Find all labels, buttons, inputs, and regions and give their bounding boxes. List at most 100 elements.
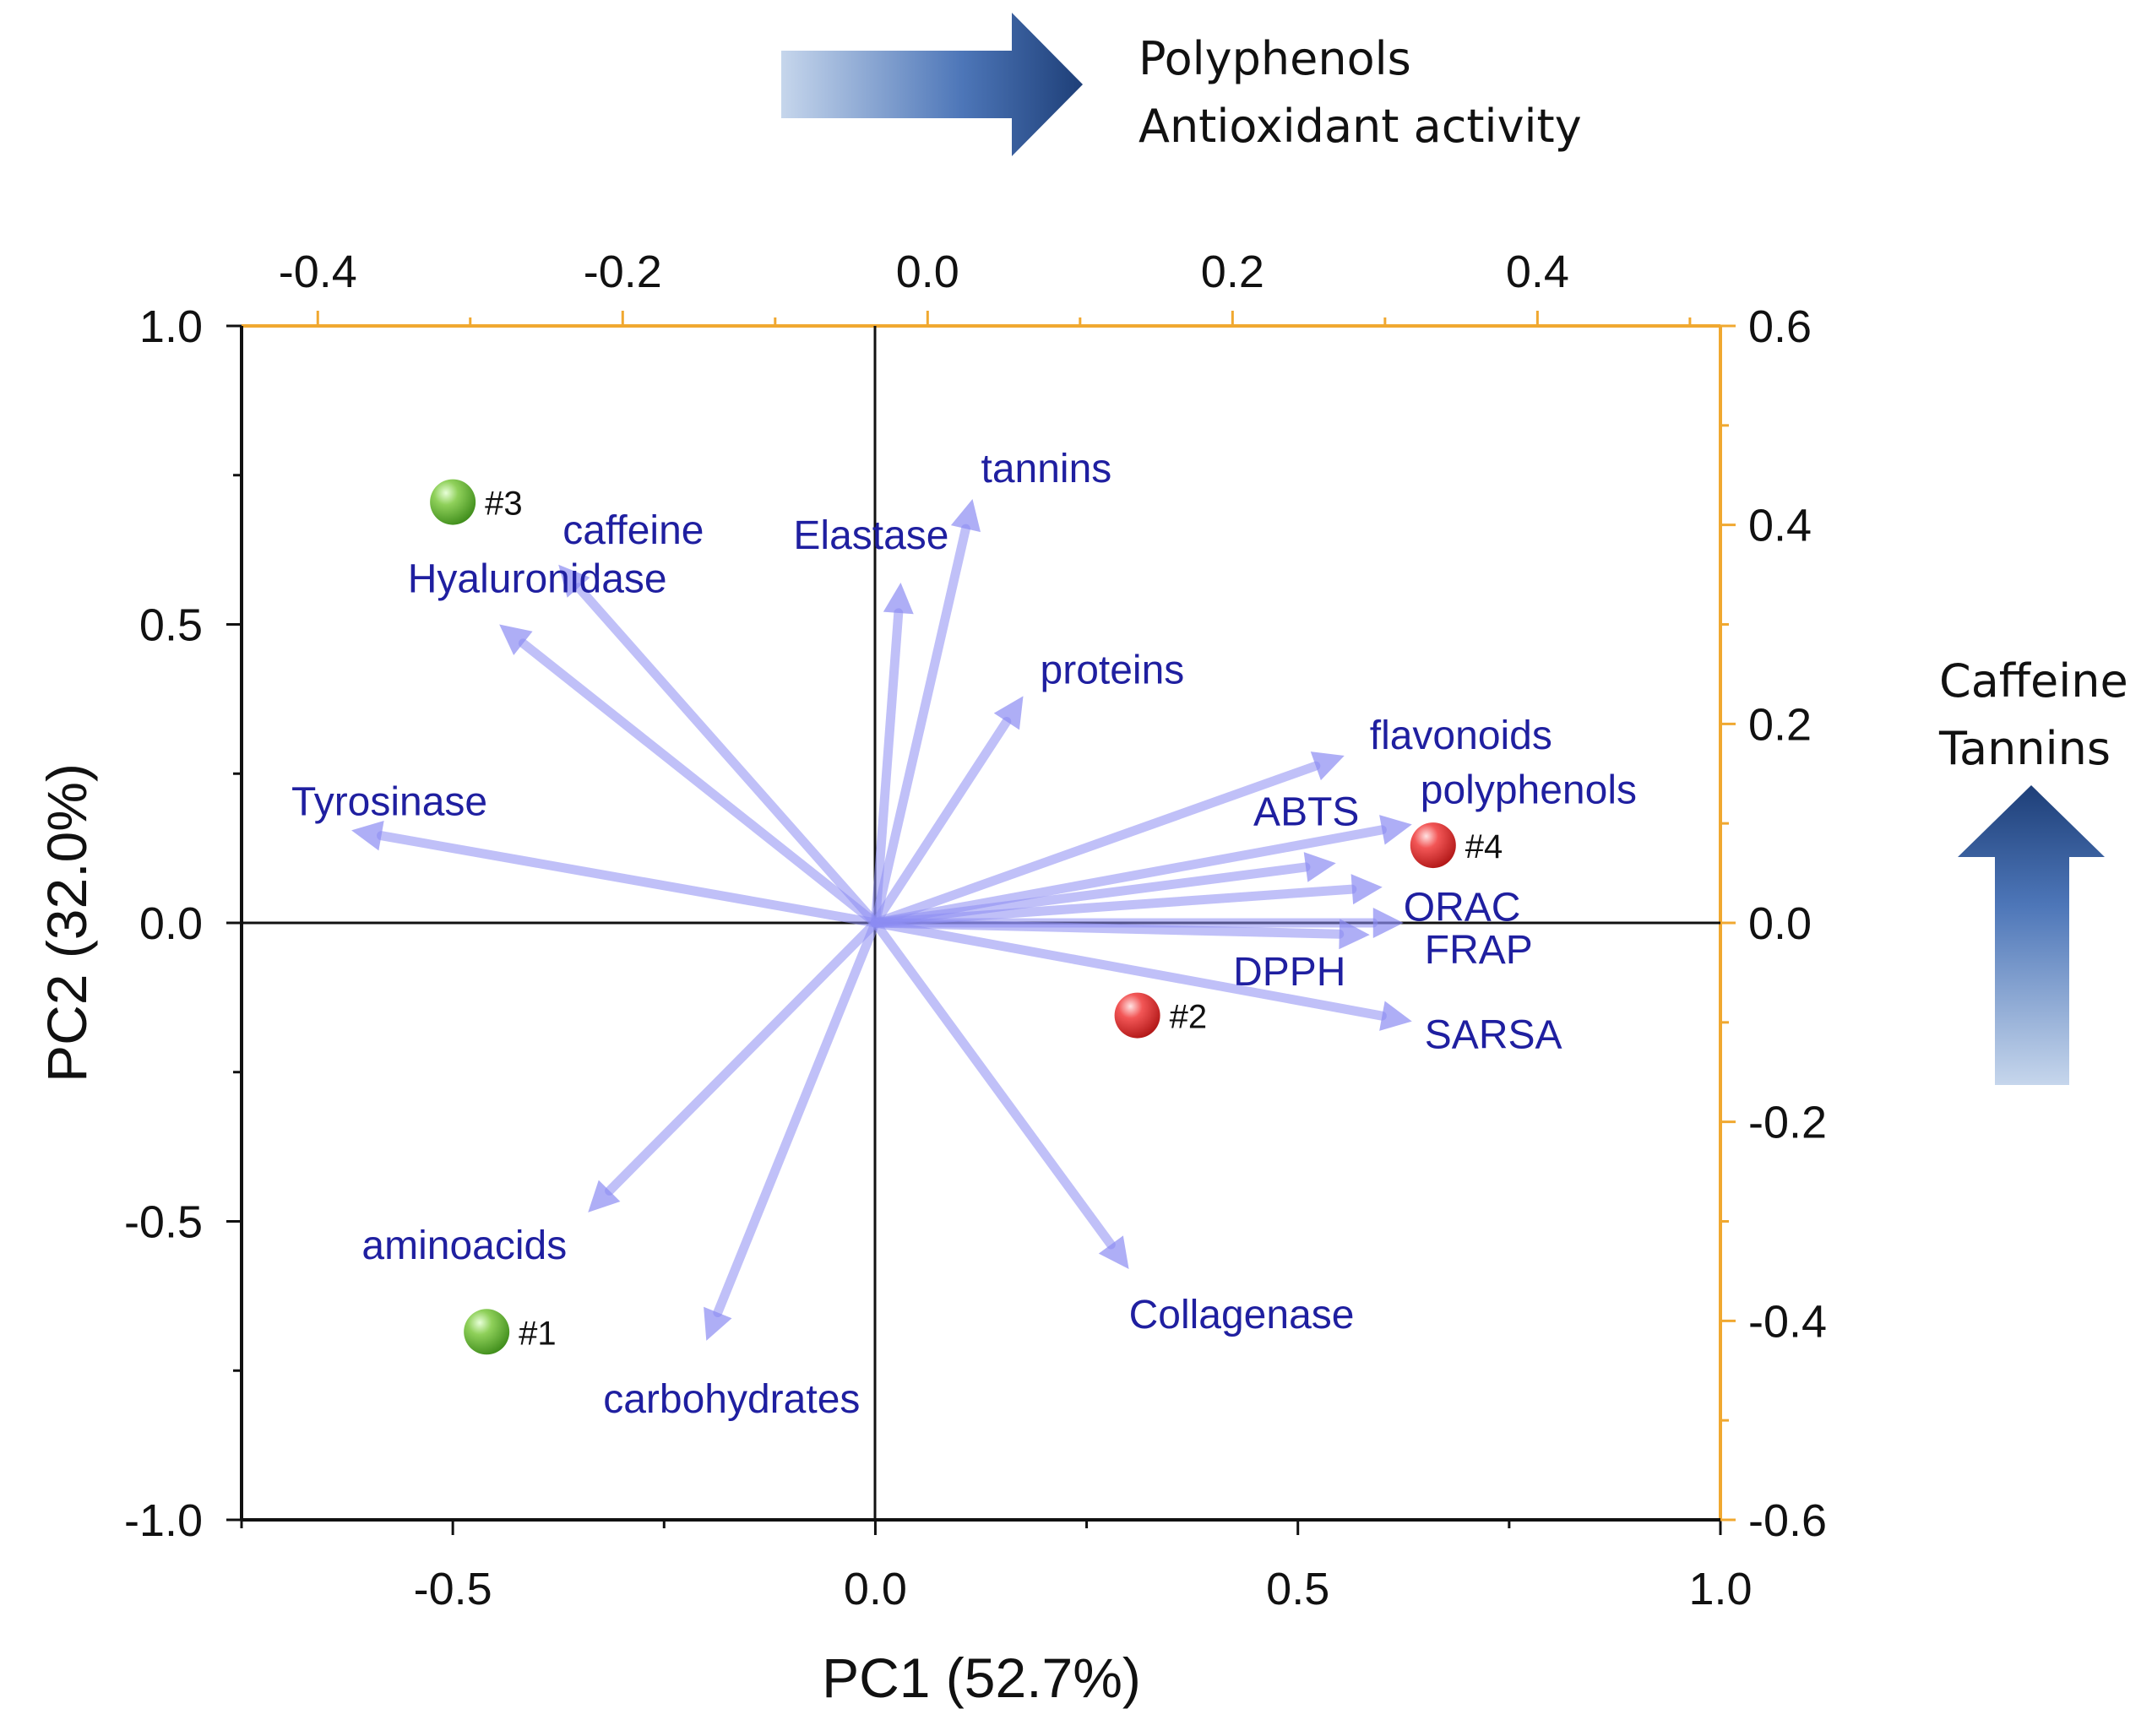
loading-arrowhead [351, 820, 384, 851]
sample-marker [430, 479, 476, 525]
sample-3: #3 [430, 479, 523, 525]
top-tick-labels: -0.4 -0.2 0.0 0.2 0.4 [279, 247, 1569, 297]
loading-arrowhead [1339, 919, 1370, 950]
loading-aminoacids: aminoacids [361, 918, 880, 1268]
y-tick-label: 1.0 [139, 301, 203, 352]
annotation-horizontal: Polyphenols Antioxidant activity [781, 13, 1582, 156]
x-tick-labels: -0.5 0.0 0.5 1.0 [414, 1564, 1753, 1614]
loading-shaft [870, 524, 970, 928]
top-tick-label: 0.0 [896, 247, 959, 297]
loading-shaft [870, 918, 1387, 1021]
right-tick-labels: 0.6 0.4 0.2 0.0 -0.2 -0.4 -0.6 [1748, 301, 1827, 1546]
vertical-arrow-line-2: Tannins [1938, 722, 2111, 775]
loading-shaft [870, 918, 1116, 1250]
vertical-arrow-shape [1958, 785, 2105, 1085]
loading-dpph: DPPH [870, 918, 1370, 995]
x-tick-label: 0.5 [1266, 1564, 1329, 1614]
top-tick-label: 0.4 [1506, 247, 1569, 297]
loading-proteins: proteins [870, 648, 1185, 928]
loading-arrowhead [1303, 852, 1336, 882]
loading-label: FRAP [1425, 928, 1533, 973]
loading-label: Hyaluronidase [408, 557, 667, 602]
loading-arrowhead [1379, 1001, 1412, 1031]
loading-arrowhead [950, 499, 981, 533]
top-tick-label: -0.2 [584, 247, 662, 297]
loading-label: aminoacids [361, 1223, 567, 1268]
loading-shaft [870, 918, 1345, 939]
sample-1: #1 [464, 1309, 557, 1355]
loading-arrowhead [1379, 815, 1412, 845]
loading-arrowhead [499, 624, 533, 655]
loading-label: proteins [1041, 648, 1185, 692]
annotation-vertical: Caffeine Tannins [1938, 654, 2128, 1085]
loading-sarsa: SARSA [870, 918, 1562, 1058]
loading-tyrosinase: Tyrosinase [291, 779, 880, 928]
right-tick-label: -0.2 [1748, 1098, 1827, 1148]
y-axis-title: PC2 (32.0%) [35, 763, 98, 1082]
loading-arrowhead [1310, 751, 1345, 781]
sample-marker [1410, 822, 1456, 869]
loading-label: ABTS [1253, 789, 1359, 834]
loading-label: SARSA [1425, 1013, 1562, 1058]
loading-shaft [870, 608, 904, 928]
loading-flavonoids: flavonoids [870, 713, 1552, 928]
loading-arrowhead [993, 696, 1024, 730]
axis-ticks [226, 311, 1736, 1535]
y-tick-labels: 1.0 0.5 0.0 -0.5 -1.0 [124, 301, 203, 1546]
loading-carbohydrates: carbohydrates [603, 918, 880, 1422]
sample-marker [1114, 992, 1160, 1039]
loading-arrowhead [558, 564, 590, 598]
x-tick-label: 1.0 [1688, 1564, 1752, 1614]
vertical-arrow-line-1: Caffeine [1939, 654, 2128, 708]
loading-label: caffeine [562, 508, 704, 553]
loading-label: Tyrosinase [291, 779, 487, 824]
horizontal-arrow-line-2: Antioxidant activity [1138, 100, 1582, 153]
loading-elastase: Elastase [793, 513, 949, 928]
sample-label: #1 [519, 1315, 557, 1352]
horizontal-arrow-shape [781, 13, 1083, 156]
right-tick-label: -0.4 [1748, 1296, 1827, 1347]
right-tick-label: 0.2 [1748, 699, 1812, 750]
sample-label: #2 [1170, 999, 1208, 1036]
loading-shaft [605, 918, 880, 1196]
loading-hyaluronidase: Hyaluronidase [408, 557, 880, 928]
loading-arrowhead [588, 1180, 621, 1212]
loading-shaft [573, 583, 880, 928]
sample-label: #4 [1465, 828, 1503, 865]
loading-collagenase: Collagenase [870, 918, 1355, 1337]
right-tick-label: 0.6 [1748, 301, 1812, 352]
loading-shaft [870, 884, 1357, 928]
right-tick-label: 0.0 [1748, 898, 1812, 949]
loading-orac: ORAC [870, 874, 1521, 930]
loading-shaft [713, 918, 880, 1318]
loading-arrowhead [1350, 874, 1383, 905]
x-axis-title: PC1 (52.7%) [822, 1646, 1141, 1709]
y-tick-label: 0.0 [139, 898, 203, 949]
horizontal-arrow-line-1: Polyphenols [1138, 32, 1411, 85]
loading-shaft [377, 831, 880, 928]
loading-tannins: tannins [870, 447, 1111, 928]
x-tick-label: -0.5 [414, 1564, 492, 1614]
loading-caffeine: caffeine [558, 508, 880, 928]
sample-points: #3 #4 #2 #1 [430, 479, 1503, 1355]
sample-2: #2 [1114, 992, 1208, 1039]
loading-arrowhead [704, 1306, 732, 1341]
loading-label: polyphenols [1421, 768, 1637, 812]
loading-arrowhead [1372, 908, 1404, 938]
loading-shaft [518, 638, 880, 928]
sample-4: #4 [1410, 822, 1503, 869]
sample-label: #3 [485, 486, 523, 523]
right-tick-label: 0.4 [1748, 501, 1812, 551]
x-tick-label: 0.0 [844, 1564, 907, 1614]
y-tick-label: -0.5 [124, 1197, 203, 1248]
loading-label: tannins [981, 447, 1111, 491]
sample-marker [464, 1309, 510, 1355]
loading-label: Elastase [793, 513, 948, 558]
loading-label: flavonoids [1370, 713, 1552, 758]
loading-label: Collagenase [1129, 1293, 1355, 1337]
loading-arrowhead [883, 583, 914, 615]
loading-label: ORAC [1404, 886, 1521, 930]
top-tick-label: -0.4 [279, 247, 357, 297]
